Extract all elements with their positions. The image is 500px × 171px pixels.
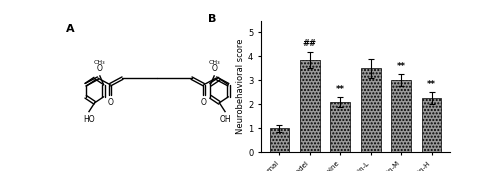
Text: O: O [108, 98, 113, 107]
Text: B: B [208, 14, 216, 24]
Text: O: O [97, 64, 103, 73]
Text: O: O [211, 64, 217, 73]
Bar [300, 60, 320, 152]
Text: CH₃: CH₃ [208, 60, 220, 65]
Text: **: ** [396, 62, 406, 71]
Y-axis label: Neurobehavioral score: Neurobehavioral score [236, 39, 245, 134]
Bar [361, 68, 380, 152]
Text: **: ** [336, 84, 345, 94]
Text: ##: ## [303, 39, 317, 48]
Bar [391, 80, 411, 152]
Text: O: O [201, 98, 207, 107]
Bar [422, 98, 442, 152]
Text: CH₃: CH₃ [94, 60, 106, 65]
Text: A: A [66, 24, 75, 35]
Bar [330, 102, 350, 152]
Text: HO: HO [83, 115, 95, 124]
Text: OH: OH [219, 115, 231, 124]
Text: **: ** [427, 80, 436, 89]
Bar [270, 128, 289, 152]
